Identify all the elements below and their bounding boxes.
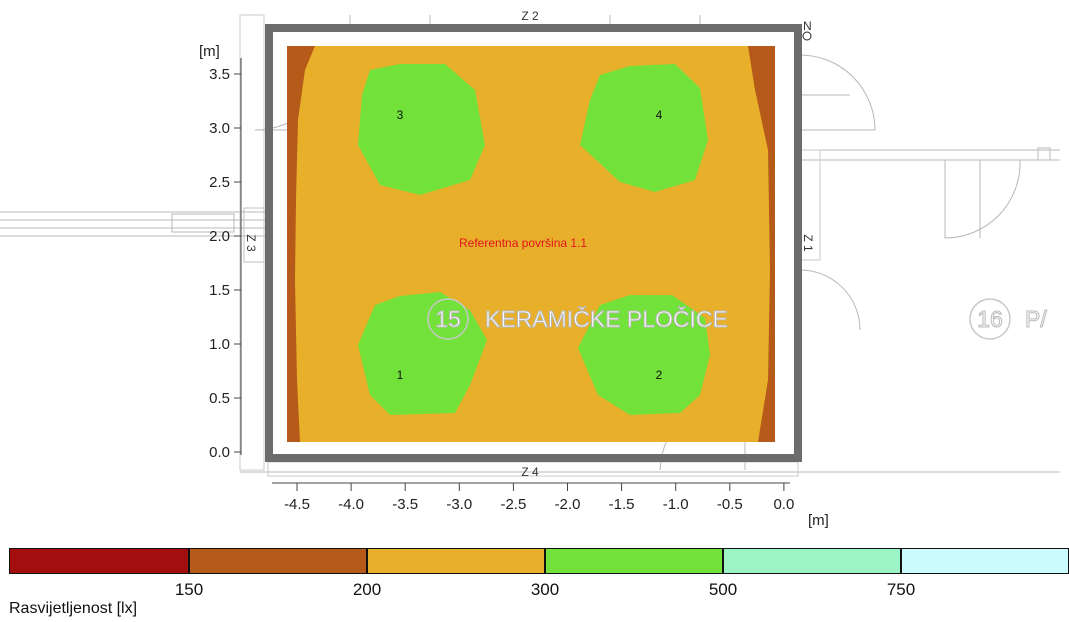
legend-value: 750 bbox=[886, 580, 916, 599]
x-tick-label: 0.0 bbox=[773, 496, 794, 513]
x-tick-label: -4.5 bbox=[284, 496, 310, 513]
x-axis: [m] -4.5 -4.0 -3.5 -3.0 -2.5 -2.0 -1.5 -1.0 -0.5… bbox=[272, 482, 829, 529]
x-tick-label: -0.5 bbox=[717, 496, 743, 513]
legend-swatch bbox=[723, 548, 901, 574]
room-number: 15 bbox=[435, 306, 461, 332]
illuminance-plan: 15 KERAMIČKE PLOČICE 16 P/ Referentna po… bbox=[0, 9, 1060, 529]
x-tick-label: -1.5 bbox=[609, 496, 635, 513]
wall-label-top: Z 2 bbox=[521, 9, 539, 23]
legend-swatch bbox=[9, 548, 189, 574]
y-tick-label: 1.5 bbox=[209, 282, 230, 299]
x-tick-label: -2.5 bbox=[500, 496, 526, 513]
contour-300-500-luminaire-2 bbox=[578, 295, 710, 415]
legend-swatch bbox=[901, 548, 1069, 574]
illuminance-legend bbox=[9, 548, 1069, 576]
next-room-number-circle bbox=[969, 298, 1011, 340]
luminaire-label: 2 bbox=[656, 368, 663, 382]
wall-label-right: Z 1 bbox=[801, 234, 815, 252]
legend-swatch bbox=[189, 548, 367, 574]
x-tick-label: -1.0 bbox=[663, 496, 689, 513]
contour-300-500-luminaire-3 bbox=[358, 64, 485, 195]
room-wall bbox=[265, 24, 802, 462]
x-tick-label: -3.0 bbox=[446, 496, 472, 513]
x-tick-label: -4.0 bbox=[338, 496, 364, 513]
y-axis: [m] 3.5 3.0 2.5 2.0 1.5 1.0 0.5 0.0 bbox=[199, 43, 242, 461]
contour-300-500-luminaire-4 bbox=[580, 64, 708, 192]
y-tick-label: 1.0 bbox=[209, 336, 230, 353]
legend-swatch bbox=[367, 548, 545, 574]
wall-label-bottom: Z 4 bbox=[521, 465, 539, 479]
legend-value: 150 bbox=[174, 580, 204, 599]
north-label: N bbox=[803, 19, 812, 33]
room-name: KERAMIČKE PLOČICE bbox=[485, 305, 728, 332]
reference-surface-label: Referentna površina 1.1 bbox=[459, 236, 587, 250]
legend-value: 200 bbox=[352, 580, 382, 599]
x-axis-unit: [m] bbox=[808, 512, 829, 529]
room-number-circle bbox=[427, 298, 469, 340]
legend-value: 300 bbox=[530, 580, 560, 599]
x-tick-label: -2.0 bbox=[555, 496, 581, 513]
y-axis-unit: [m] bbox=[199, 43, 220, 60]
y-tick-label: 0.5 bbox=[209, 390, 230, 407]
wall-label-left: Z 3 bbox=[244, 234, 258, 252]
y-tick-label: 2.0 bbox=[209, 228, 230, 245]
luminaire-label: 1 bbox=[397, 368, 404, 382]
y-tick-label: 0.0 bbox=[209, 444, 230, 461]
y-tick-label: 3.0 bbox=[209, 120, 230, 137]
x-tick-label: -3.5 bbox=[392, 496, 418, 513]
legend-title: Rasvijetljenost [lx] bbox=[9, 600, 138, 617]
legend-value: 500 bbox=[708, 580, 738, 599]
y-tick-label: 2.5 bbox=[209, 174, 230, 191]
y-tick-label: 3.5 bbox=[209, 66, 230, 83]
legend-swatch bbox=[545, 548, 723, 574]
next-room-name: P/ bbox=[1025, 306, 1047, 332]
contour-300-500-luminaire-1 bbox=[358, 292, 487, 415]
luminaire-label: 4 bbox=[656, 108, 663, 122]
next-room-number: 16 bbox=[977, 306, 1003, 332]
luminaire-label: 3 bbox=[397, 108, 404, 122]
north-marker-icon bbox=[802, 31, 812, 41]
